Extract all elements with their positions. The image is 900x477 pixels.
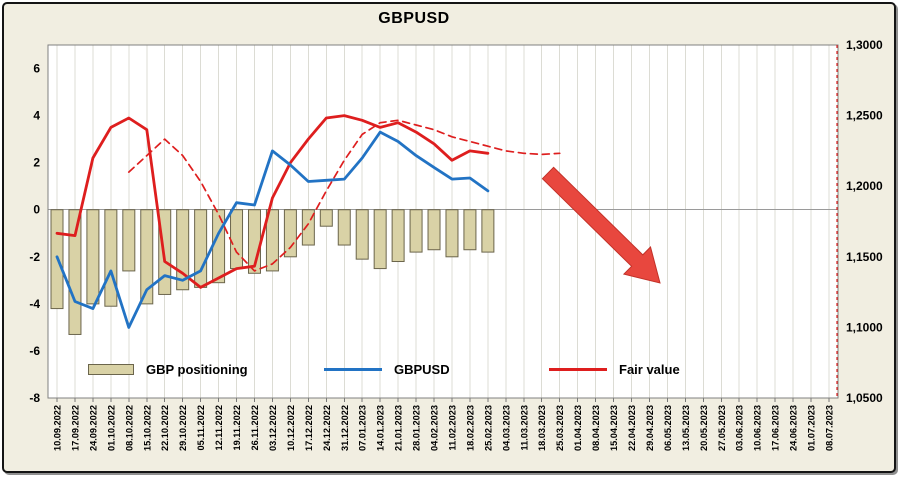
- plot-border: [47, 44, 839, 399]
- line-gbpusd: [55, 130, 490, 329]
- svg-text:1,1500: 1,1500: [846, 250, 883, 264]
- svg-text:15.04.2023: 15.04.2023: [609, 405, 619, 451]
- svg-text:19.11.2022: 19.11.2022: [232, 405, 242, 450]
- svg-text:29.04.2023: 29.04.2023: [645, 405, 655, 451]
- svg-text:1,2000: 1,2000: [846, 179, 883, 193]
- svg-text:20.05.2023: 20.05.2023: [699, 405, 709, 451]
- trend-arrow: [541, 166, 661, 284]
- left-axis-labels: 6 4 2 0 -2 -4 -6 -8: [29, 62, 40, 405]
- svg-text:0: 0: [33, 203, 40, 217]
- legend-item-fair-value: Fair value: [549, 362, 680, 377]
- svg-text:13.05.2023: 13.05.2023: [681, 405, 691, 451]
- svg-text:1,0500: 1,0500: [846, 391, 883, 405]
- svg-text:08.10.2022: 08.10.2022: [124, 405, 134, 451]
- svg-text:26.11.2022: 26.11.2022: [250, 405, 260, 450]
- svg-text:18.03.2023: 18.03.2023: [537, 405, 547, 451]
- svg-text:01.07.2023: 01.07.2023: [807, 405, 817, 451]
- svg-text:17.06.2023: 17.06.2023: [771, 405, 781, 451]
- legend-item-gbp-positioning: GBP positioning: [88, 362, 248, 377]
- svg-text:04.03.2023: 04.03.2023: [501, 405, 511, 451]
- svg-text:22.04.2023: 22.04.2023: [627, 405, 637, 451]
- svg-text:07.01.2023: 07.01.2023: [358, 405, 368, 451]
- svg-text:25.02.2023: 25.02.2023: [483, 405, 493, 451]
- svg-text:25.03.2023: 25.03.2023: [555, 405, 565, 451]
- svg-text:-6: -6: [29, 344, 40, 358]
- svg-text:4: 4: [33, 109, 40, 123]
- svg-text:-8: -8: [29, 391, 40, 405]
- svg-text:11.03.2023: 11.03.2023: [519, 405, 529, 450]
- svg-text:01.10.2022: 01.10.2022: [106, 405, 116, 451]
- legend-label-gbp-positioning: GBP positioning: [146, 362, 248, 377]
- svg-text:11.02.2023: 11.02.2023: [448, 405, 458, 450]
- chart-svg: 6 4 2 0 -2 -4 -6 -8 1,3000 1,2500 1,2000 1,1500 1,10…: [29, 38, 883, 451]
- svg-text:6: 6: [33, 62, 40, 76]
- svg-text:1,3000: 1,3000: [846, 38, 883, 52]
- svg-text:14.01.2023: 14.01.2023: [376, 405, 386, 451]
- svg-text:1,1000: 1,1000: [846, 320, 883, 334]
- svg-text:24.09.2022: 24.09.2022: [88, 405, 98, 451]
- svg-text:10.06.2023: 10.06.2023: [753, 405, 763, 451]
- bars-gbp-positioning: [50, 209, 495, 335]
- line-fair-value-forecast: [127, 119, 561, 272]
- blue-line-swatch-icon: [324, 368, 382, 371]
- svg-text:03.12.2022: 03.12.2022: [268, 405, 278, 451]
- legend-label-fair-value: Fair value: [619, 362, 680, 377]
- line-fair-value: [55, 114, 490, 289]
- svg-text:05.11.2022: 05.11.2022: [196, 405, 206, 450]
- svg-text:29.10.2022: 29.10.2022: [178, 405, 188, 451]
- svg-text:2: 2: [33, 156, 40, 170]
- svg-text:03.06.2023: 03.06.2023: [735, 405, 745, 451]
- svg-text:08.04.2023: 08.04.2023: [591, 405, 601, 451]
- svg-text:04.02.2023: 04.02.2023: [430, 405, 440, 451]
- svg-text:24.12.2022: 24.12.2022: [322, 405, 332, 451]
- svg-text:18.02.2023: 18.02.2023: [465, 405, 475, 451]
- svg-text:31.12.2022: 31.12.2022: [340, 405, 350, 451]
- svg-text:-2: -2: [29, 250, 40, 264]
- svg-text:10.09.2022: 10.09.2022: [53, 405, 63, 451]
- svg-text:-4: -4: [29, 297, 40, 311]
- svg-text:28.01.2023: 28.01.2023: [412, 405, 422, 451]
- legend-item-gbpusd: GBPUSD: [324, 362, 450, 377]
- svg-text:27.05.2023: 27.05.2023: [717, 405, 727, 451]
- right-axis-labels: 1,3000 1,2500 1,2000 1,1500 1,1000 1,0500: [846, 38, 883, 405]
- x-axis-labels: 10.09.2022 17.09.2022 24.09.2022 01.10.2022…: [53, 405, 835, 451]
- svg-text:1,2500: 1,2500: [846, 109, 883, 123]
- svg-text:01.04.2023: 01.04.2023: [573, 405, 583, 451]
- svg-text:17.12.2022: 17.12.2022: [304, 405, 314, 451]
- svg-text:24.06.2023: 24.06.2023: [789, 405, 799, 451]
- svg-text:06.05.2023: 06.05.2023: [663, 405, 673, 451]
- svg-text:15.10.2022: 15.10.2022: [142, 405, 152, 451]
- svg-text:10.12.2022: 10.12.2022: [286, 405, 296, 451]
- chart-title: GBPUSD: [378, 10, 450, 27]
- red-line-swatch-icon: [549, 368, 607, 371]
- svg-text:12.11.2022: 12.11.2022: [214, 405, 224, 450]
- svg-text:22.10.2022: 22.10.2022: [160, 405, 170, 451]
- svg-text:17.09.2022: 17.09.2022: [71, 405, 81, 451]
- svg-text:21.01.2023: 21.01.2023: [394, 405, 404, 451]
- legend-label-gbpusd: GBPUSD: [394, 362, 450, 377]
- svg-text:08.07.2023: 08.07.2023: [825, 405, 835, 451]
- bar-swatch-icon: [88, 364, 134, 375]
